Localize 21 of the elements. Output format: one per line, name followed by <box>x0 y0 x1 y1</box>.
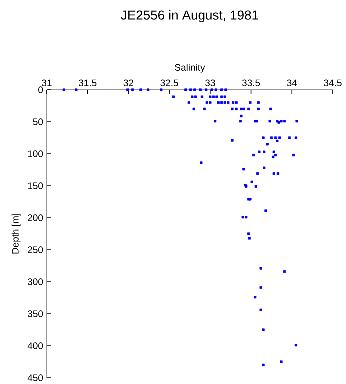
x-tick-label: 31.5 <box>78 80 97 86</box>
x-tick-label: 33.5 <box>242 80 260 86</box>
y-axis-title: Depth [m] <box>12 214 21 254</box>
y-tick-label: 150 <box>28 182 44 190</box>
x-axis-title: Salinity <box>175 64 206 73</box>
x-tick-label: 32 <box>124 80 134 86</box>
x-tick-label: 34.5 <box>324 80 342 86</box>
y-tick-label: 250 <box>28 246 44 254</box>
y-tick-label: 450 <box>28 374 44 382</box>
x-tick-label: 32.5 <box>160 80 178 86</box>
y-tick-label: 300 <box>28 278 44 286</box>
y-tick-label: 200 <box>28 214 44 222</box>
y-tick-label: 400 <box>28 342 44 350</box>
y-tick-label: 50 <box>33 118 44 126</box>
y-tick-label: 100 <box>28 150 44 158</box>
chart-title: JE2556 in August, 1981 <box>121 10 258 22</box>
y-tick-label: 350 <box>28 310 44 318</box>
x-tick-label: 34 <box>287 80 298 86</box>
x-tick-label: 31 <box>42 80 52 86</box>
x-tick-label: 33 <box>205 80 216 86</box>
y-tick-label: 0 <box>38 86 44 94</box>
